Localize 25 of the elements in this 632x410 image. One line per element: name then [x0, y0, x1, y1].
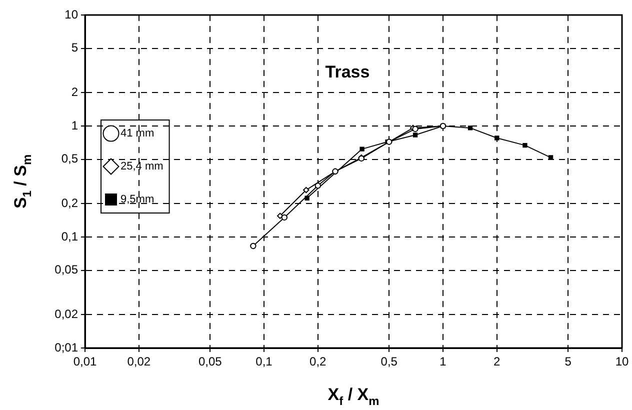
x-tick-label: 0,2	[310, 354, 327, 369]
x-tick-label: 10	[615, 354, 629, 369]
x-tick-label: 0,02	[127, 354, 151, 369]
y-axis-title: S1 / Sm	[11, 154, 34, 209]
x-tick-label: 0,5	[380, 354, 398, 369]
legend-label: 9,5mm	[120, 194, 154, 206]
y-tick-label: 0,02	[54, 306, 78, 321]
y-tick-label: 0,2	[61, 196, 78, 210]
legend-label: 25,4 mm	[120, 160, 164, 173]
legend-label: 41 mm	[120, 128, 154, 140]
text: Trass	[325, 62, 370, 82]
y-tick-label: 2	[71, 84, 78, 99]
x-tick-label: 0,1	[256, 354, 273, 369]
x-tick-label: 0,05	[198, 354, 222, 369]
y-tick-label: 0,5	[61, 152, 78, 166]
y-tick-label: 5	[71, 40, 78, 55]
x-tick-label: 1	[440, 354, 447, 369]
y-tick-label: 1	[71, 118, 78, 132]
x-tick-label: 0,01	[73, 354, 97, 369]
x-tick-label: 2	[494, 354, 501, 369]
y-tick-label: 10	[64, 7, 78, 22]
y-tick-label: 0;01	[54, 340, 78, 354]
y-tick-label: 0,1	[61, 229, 78, 244]
x-tick-label: 5	[564, 354, 572, 369]
y-tick-label: 0,05	[54, 262, 78, 277]
